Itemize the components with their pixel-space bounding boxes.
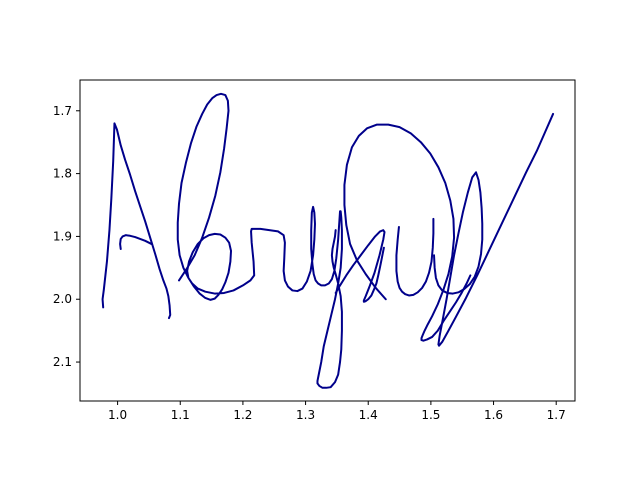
signature-stroke-6 xyxy=(343,123,472,342)
x-tick-label: 1.2 xyxy=(233,408,252,422)
x-tick-label: 1.5 xyxy=(421,408,440,422)
signature-stroke-3 xyxy=(176,92,343,389)
signature-stroke-2 xyxy=(119,234,153,250)
y-tick-label: 2.1 xyxy=(53,355,72,369)
x-tick-label: 1.1 xyxy=(171,408,190,422)
signature-stroke-7 xyxy=(433,112,555,347)
x-tick-label: 1.7 xyxy=(547,408,566,422)
y-tick-label: 1.7 xyxy=(53,104,72,118)
plot-frame xyxy=(79,79,576,402)
y-tick-label: 1.9 xyxy=(53,229,72,243)
x-tick-label: 1.6 xyxy=(484,408,503,422)
y-tick-label: 1.8 xyxy=(53,167,72,181)
y-axis: 1.7 1.8 1.9 2.0 2.1 xyxy=(53,104,80,369)
signature-stroke-4 xyxy=(334,229,386,303)
y-tick-label: 2.0 xyxy=(53,292,72,306)
signature-strokes xyxy=(101,92,555,389)
signature-stroke-5 xyxy=(395,217,435,297)
x-tick-label: 1.4 xyxy=(359,408,378,422)
x-axis: 1.0 1.1 1.2 1.3 1.4 1.5 1.6 1.7 xyxy=(108,401,566,422)
x-tick-label: 1.3 xyxy=(296,408,315,422)
signature-stroke-1 xyxy=(101,122,172,320)
x-tick-label: 1.0 xyxy=(108,408,127,422)
